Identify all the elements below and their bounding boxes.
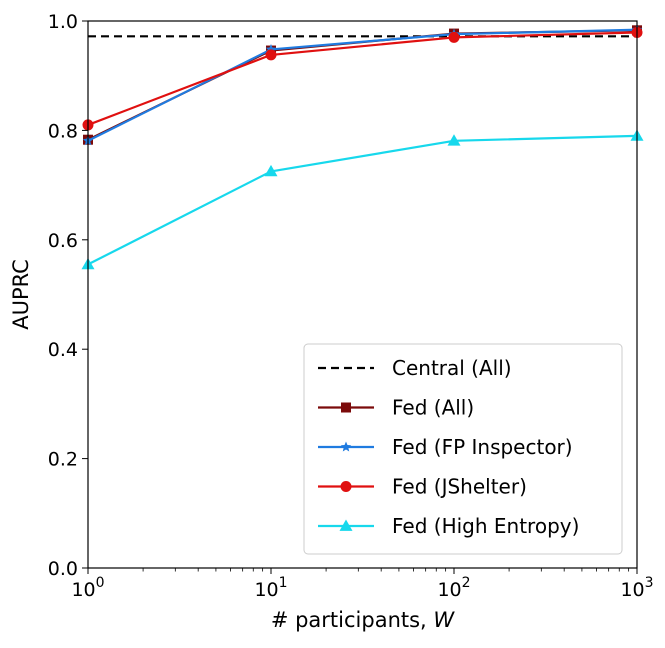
y-tick-label: 0.2	[48, 449, 78, 471]
legend-entry: Fed (High Entropy)	[318, 514, 579, 538]
data-point-marker	[340, 441, 352, 452]
axes-frame	[87, 20, 638, 569]
legend-entry: Central (All)	[318, 356, 512, 380]
axis-ticks: 0.0 0.2 0.4 0.6 0.8 1.0 100 101 102 103	[48, 11, 654, 601]
series-fed-all	[83, 25, 642, 145]
y-tick-label: 0.6	[48, 230, 78, 252]
legend-label: Fed (FP Inspector)	[392, 435, 573, 459]
y-axis-label: AUPRC	[9, 259, 33, 330]
data-point-marker	[339, 519, 353, 531]
data-point-marker	[341, 402, 351, 413]
legend-entry: Fed (FP Inspector)	[318, 435, 573, 459]
x-axis-label-variable: W	[433, 608, 455, 632]
series-fed-fp-inspector	[82, 24, 643, 146]
x-tick-label: 103	[620, 575, 653, 601]
x-axis-label-prefix: # participants,	[271, 608, 434, 632]
legend-label: Fed (JShelter)	[392, 475, 527, 499]
data-point-marker	[447, 134, 461, 146]
legend-label: Central (All)	[392, 356, 512, 380]
series-line	[87, 31, 638, 126]
series-line	[87, 134, 638, 266]
data-point-marker	[264, 164, 278, 177]
y-tick-label: 1.0	[48, 11, 78, 33]
y-tick-label: 0.4	[48, 339, 78, 361]
x-tick-label: 101	[254, 575, 287, 601]
y-tick-label: 0.8	[48, 120, 78, 142]
y-tick-label: 0.0	[48, 558, 78, 580]
legend-box	[303, 343, 623, 555]
x-tick-label: 100	[71, 575, 104, 601]
data-point-marker	[340, 481, 352, 492]
x-tick-label: 102	[437, 575, 470, 601]
legend-label: Fed (High Entropy)	[392, 514, 579, 538]
series-line	[87, 28, 638, 142]
data-point-marker	[265, 49, 277, 61]
legend-label: Fed (All)	[392, 396, 474, 420]
legend-entry: Fed (All)	[318, 396, 474, 420]
series-fed-high-entropy	[81, 129, 644, 270]
x-axis-label: # participants, W	[271, 608, 456, 632]
data-point-marker	[448, 31, 460, 43]
plot-area	[81, 24, 644, 270]
legend: Central (All) Fed (All) Fed (FP Inspector)…	[303, 343, 623, 555]
legend-entry: Fed (JShelter)	[318, 475, 527, 499]
